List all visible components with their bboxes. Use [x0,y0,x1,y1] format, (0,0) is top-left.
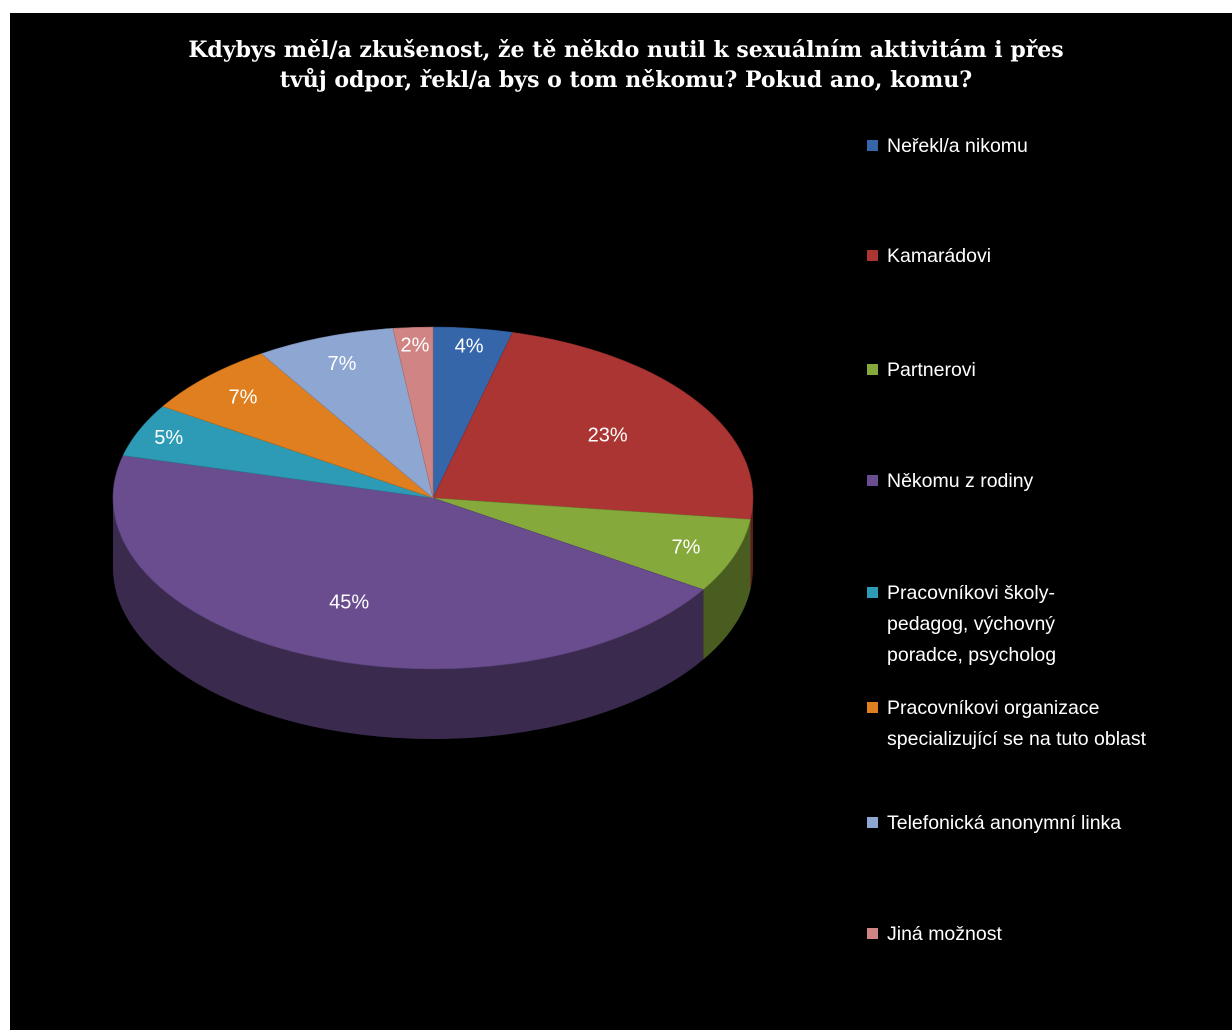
slice-side-1 [750,498,753,590]
data-label-0: 4% [455,335,484,357]
slice-6 [260,328,434,499]
chart-title-line-2: tvůj odpor, řekl/a bys o tom někomu? Pok… [279,67,973,93]
data-label-5: 7% [228,386,257,408]
data-label-2: 7% [671,537,700,559]
data-label-4: 5% [154,427,183,449]
chart-title: Kdybys měl/a zkušenost, že tě někdo nuti… [0,35,1232,95]
slice-5 [162,353,434,499]
slice-3 [112,455,704,670]
slice-side-2 [703,519,751,660]
slice-side-3 [113,498,704,740]
pie-labels: 4% 23% 7% 45% 5% 7% 7% 2% [154,334,700,613]
chart-title-line-1: Kdybys měl/a zkušenost, že tě někdo nuti… [188,37,1064,63]
data-label-1: 23% [588,425,628,447]
slice-1 [432,332,754,520]
slice-2 [432,497,751,590]
pie-layer [112,326,754,740]
slice-7 [392,326,434,499]
data-label-7: 2% [400,334,429,356]
data-label-6: 7% [327,353,356,375]
data-label-3: 45% [329,592,369,614]
